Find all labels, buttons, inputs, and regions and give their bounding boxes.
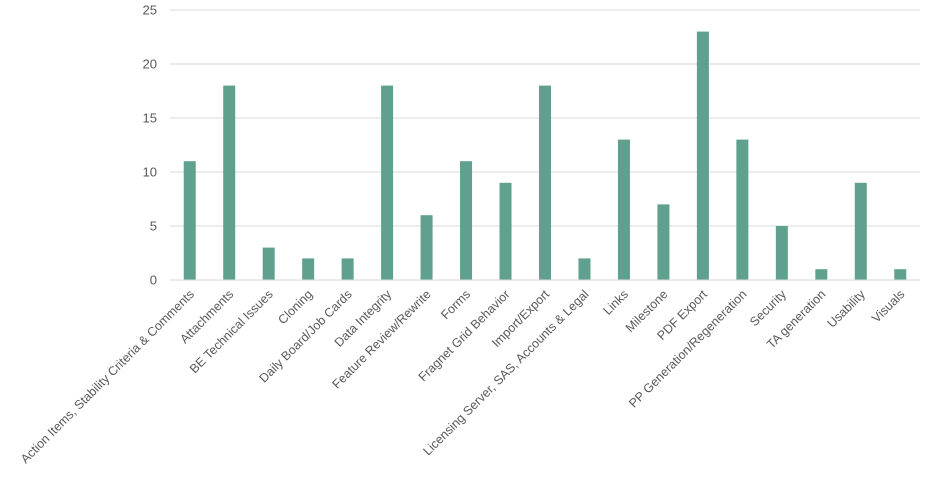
bar bbox=[578, 258, 591, 280]
x-tick-label: Action Items, Stability Criteria & Comme… bbox=[18, 287, 197, 466]
x-tick-label: Cloning bbox=[275, 287, 315, 327]
y-tick-label: 10 bbox=[143, 165, 157, 180]
x-tick-label: Forms bbox=[438, 287, 473, 322]
bar bbox=[815, 269, 828, 280]
bar bbox=[775, 226, 788, 280]
bar bbox=[696, 31, 709, 280]
bar bbox=[617, 139, 630, 280]
bar bbox=[539, 85, 551, 280]
bar bbox=[499, 182, 512, 280]
bar bbox=[223, 85, 236, 280]
x-tick-label: Links bbox=[601, 287, 632, 318]
bar bbox=[262, 247, 275, 280]
x-tick-label: Usability bbox=[825, 287, 869, 331]
bar bbox=[381, 85, 394, 280]
bar bbox=[183, 161, 196, 280]
x-tick-label: Visuals bbox=[869, 287, 907, 325]
bar bbox=[854, 182, 867, 280]
bar bbox=[420, 215, 433, 280]
x-axis-tick-labels: Action Items, Stability Criteria & Comme… bbox=[18, 287, 907, 466]
bar bbox=[894, 269, 907, 280]
y-tick-label: 20 bbox=[143, 57, 157, 72]
bars bbox=[183, 31, 907, 280]
bar bbox=[736, 139, 749, 280]
y-tick-label: 25 bbox=[143, 3, 157, 18]
bar bbox=[657, 204, 670, 280]
y-tick-label: 0 bbox=[150, 273, 157, 288]
bar bbox=[302, 258, 315, 280]
y-tick-label: 5 bbox=[150, 219, 157, 234]
bar bbox=[460, 161, 473, 280]
bar bbox=[341, 258, 354, 280]
y-axis-tick-labels: 0 5 10 15 20 25 bbox=[143, 3, 157, 288]
y-tick-label: 15 bbox=[143, 111, 157, 126]
